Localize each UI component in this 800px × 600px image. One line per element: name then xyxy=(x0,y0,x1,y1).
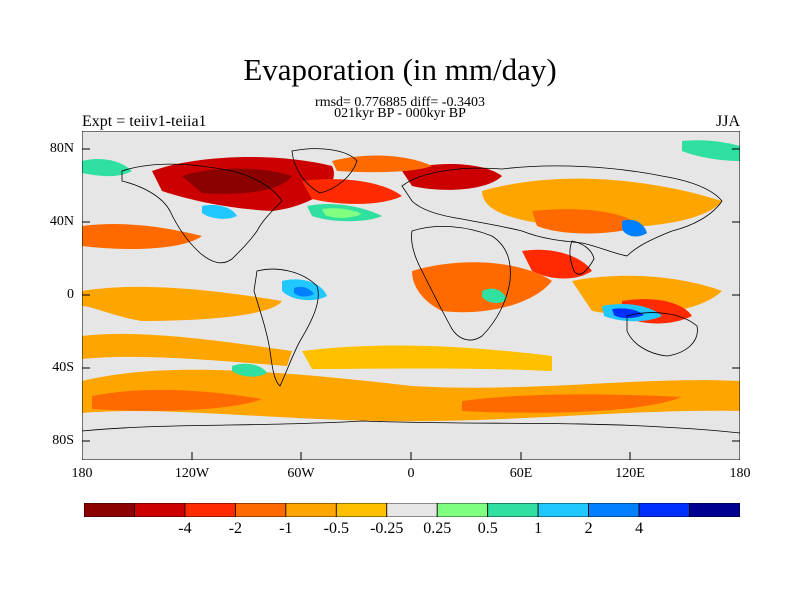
lon-tick-180w: 180 xyxy=(71,466,93,481)
lon-tick-0: 0 xyxy=(407,466,415,481)
lat-tick-0: 0 xyxy=(67,287,74,302)
colorbar-swatch xyxy=(335,503,388,517)
colorbar-swatch xyxy=(487,503,539,517)
colorbar-swatch xyxy=(285,503,337,517)
colorbar-swatch xyxy=(234,503,287,517)
colorbar-label: 0.25 xyxy=(423,520,452,537)
lat-tick-80n: 80N xyxy=(49,141,74,156)
evaporation-map xyxy=(82,131,740,460)
lon-tick-120e: 120E xyxy=(615,466,645,481)
lon-tick-180e: 180 xyxy=(729,466,751,481)
plot-title: Evaporation (in mm/day) xyxy=(243,52,557,87)
lon-tick-60e: 60E xyxy=(509,466,533,481)
season-label: JJA xyxy=(715,113,740,130)
colorbar-swatch xyxy=(537,503,590,517)
colorbar-label: 4 xyxy=(635,520,644,537)
lon-tick-120w: 120W xyxy=(174,466,210,481)
lat-tick-80s: 80S xyxy=(52,433,74,448)
axis-ticks xyxy=(82,148,740,460)
subtitle-stats: rmsd= 0.776885 diff= -0.3403 xyxy=(315,95,485,110)
colorbar-label: -0.5 xyxy=(323,520,349,537)
field-shading xyxy=(82,140,740,422)
colorbar-swatch xyxy=(386,503,438,517)
colorbar-swatch xyxy=(84,503,135,517)
colorbar-label: -2 xyxy=(228,520,243,537)
lat-tick-40s: 40S xyxy=(52,360,74,375)
lat-tick-40n: 40N xyxy=(49,214,74,229)
colorbar-swatch xyxy=(588,503,640,517)
colorbar-label: -1 xyxy=(279,520,293,537)
colorbar-swatch xyxy=(436,503,489,517)
colorbar-label: -0.25 xyxy=(370,520,404,537)
colorbar-swatch xyxy=(638,503,690,517)
colorbar-label: -4 xyxy=(178,520,192,537)
colorbar-swatch xyxy=(689,503,740,517)
colorbar-label: 2 xyxy=(584,520,593,537)
colorbar xyxy=(84,503,740,517)
colorbar-label: 1 xyxy=(534,520,543,537)
colorbar-swatch xyxy=(184,503,236,517)
coastlines xyxy=(82,148,740,434)
subtitle-period: 021kyr BP - 000kyr BP xyxy=(334,106,466,121)
colorbar-label: 0.5 xyxy=(477,520,498,537)
experiment-label: Expt = teiiv1-teiia1 xyxy=(82,113,207,130)
lon-tick-60w: 60W xyxy=(287,466,315,481)
colorbar-swatch xyxy=(134,503,186,517)
